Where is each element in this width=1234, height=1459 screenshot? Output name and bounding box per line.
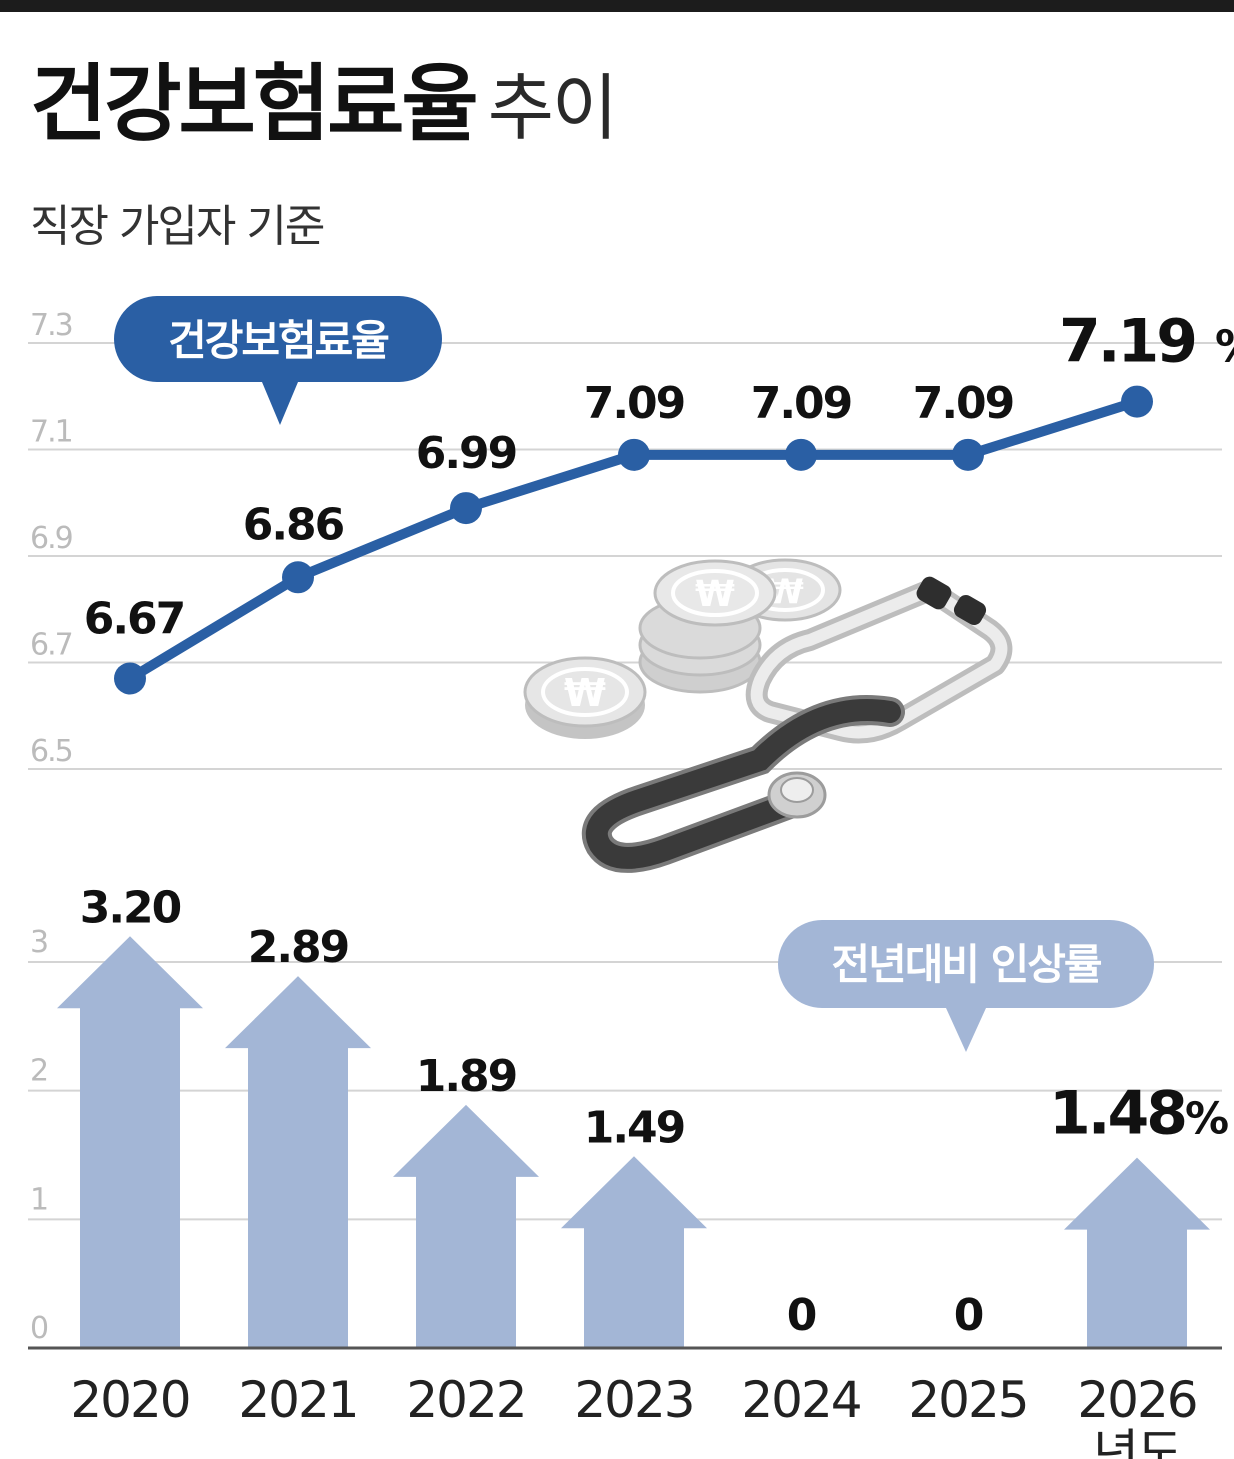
bar-data-label: 3.20 <box>80 882 181 933</box>
bar-y-tick-label: 2 <box>30 1054 47 1089</box>
line-data-label: 7.09 <box>751 378 852 429</box>
line-callout-text: 건강보험료율 <box>168 316 389 365</box>
x-tick-label: 2020 <box>70 1371 189 1429</box>
bar-arrow <box>393 1104 539 1348</box>
won-coin-icon: ₩ <box>523 656 647 739</box>
line-data-label: 6.86 <box>243 499 344 550</box>
line-unit-label: % <box>1215 322 1234 373</box>
stethoscope-coins-illustration: ₩ ₩ ₩ <box>523 558 1013 873</box>
line-callout-pointer <box>262 382 298 425</box>
bar-series-layer: 3.20 2.89 1.89 1.49 0 0 1.48% <box>57 882 1229 1348</box>
title-sub: 추이 <box>487 66 618 150</box>
bar-y-tick-label: 0 <box>30 1311 48 1346</box>
line-y-tick-label: 7.1 <box>30 415 72 450</box>
line-point <box>450 492 482 525</box>
bar-y-tick-label: 3 <box>30 925 47 960</box>
bar-y-tick-label: 1 <box>30 1182 47 1217</box>
line-point <box>952 438 984 471</box>
line-point <box>618 438 650 471</box>
x-tick-label: 2021 <box>238 1371 357 1429</box>
line-data-label: 6.67 <box>84 593 185 644</box>
bar-arrow <box>561 1156 707 1348</box>
line-y-tick-label: 6.5 <box>30 734 72 769</box>
chart-subtitle: 직장 가입자 기준 <box>30 201 325 252</box>
bar-arrow <box>1064 1157 1210 1348</box>
line-point <box>282 561 314 594</box>
line-callout-bubble <box>114 296 442 382</box>
chart-title: 건강보험료율 추이 <box>30 62 618 146</box>
won-coin-stack-icon: ₩ ₩ <box>638 558 842 694</box>
bar-data-label: 1.48 <box>1049 1079 1185 1149</box>
bar-callout-bubble <box>778 920 1154 1008</box>
svg-text:₩: ₩ <box>564 671 606 715</box>
bar-arrow <box>225 976 371 1348</box>
title-main: 건강보험료율 <box>30 55 479 153</box>
x-axis-unit-label: 년도 <box>1093 1424 1181 1459</box>
bar-data-label: 2.89 <box>248 922 349 973</box>
line-y-tick-label: 7.3 <box>30 308 72 343</box>
x-tick-label: 2024 <box>741 1371 860 1429</box>
line-data-label: 7.19 <box>1059 307 1195 377</box>
bar-callout-pointer <box>946 1008 986 1052</box>
bar-series-callout: 전년대비 인상률 <box>778 920 1154 1052</box>
svg-text:₩: ₩ <box>695 574 735 615</box>
stethoscope-icon <box>581 576 1013 873</box>
bar-callout-text: 전년대비 인상률 <box>831 940 1101 989</box>
x-tick-label: 2026 <box>1077 1371 1196 1429</box>
line-data-label: 6.99 <box>416 428 517 479</box>
line-series-layer: 6.67 6.86 6.99 7.09 7.09 7.09 7.19% <box>84 307 1234 695</box>
line-point <box>1121 385 1153 418</box>
bar-data-label: 1.49 <box>584 1102 685 1153</box>
x-tick-label: 2023 <box>574 1371 693 1429</box>
line-point <box>785 438 817 471</box>
line-data-label: 7.09 <box>584 378 685 429</box>
line-y-tick-label: 6.7 <box>30 628 72 663</box>
bar-data-label: 0 <box>954 1290 983 1341</box>
line-point <box>114 662 146 695</box>
bar-data-label: 1.89 <box>416 1051 517 1102</box>
line-series-callout: 건강보험료율 <box>114 296 442 425</box>
bar-unit-label: % <box>1185 1094 1229 1145</box>
x-tick-label: 2022 <box>406 1371 525 1429</box>
x-tick-label: 2025 <box>908 1371 1027 1429</box>
line-data-label: 7.09 <box>913 378 1014 429</box>
bar-arrow <box>57 936 203 1348</box>
bar-data-label: 0 <box>787 1290 816 1341</box>
line-y-tick-label: 6.9 <box>30 521 72 556</box>
top-bar <box>0 0 1234 12</box>
